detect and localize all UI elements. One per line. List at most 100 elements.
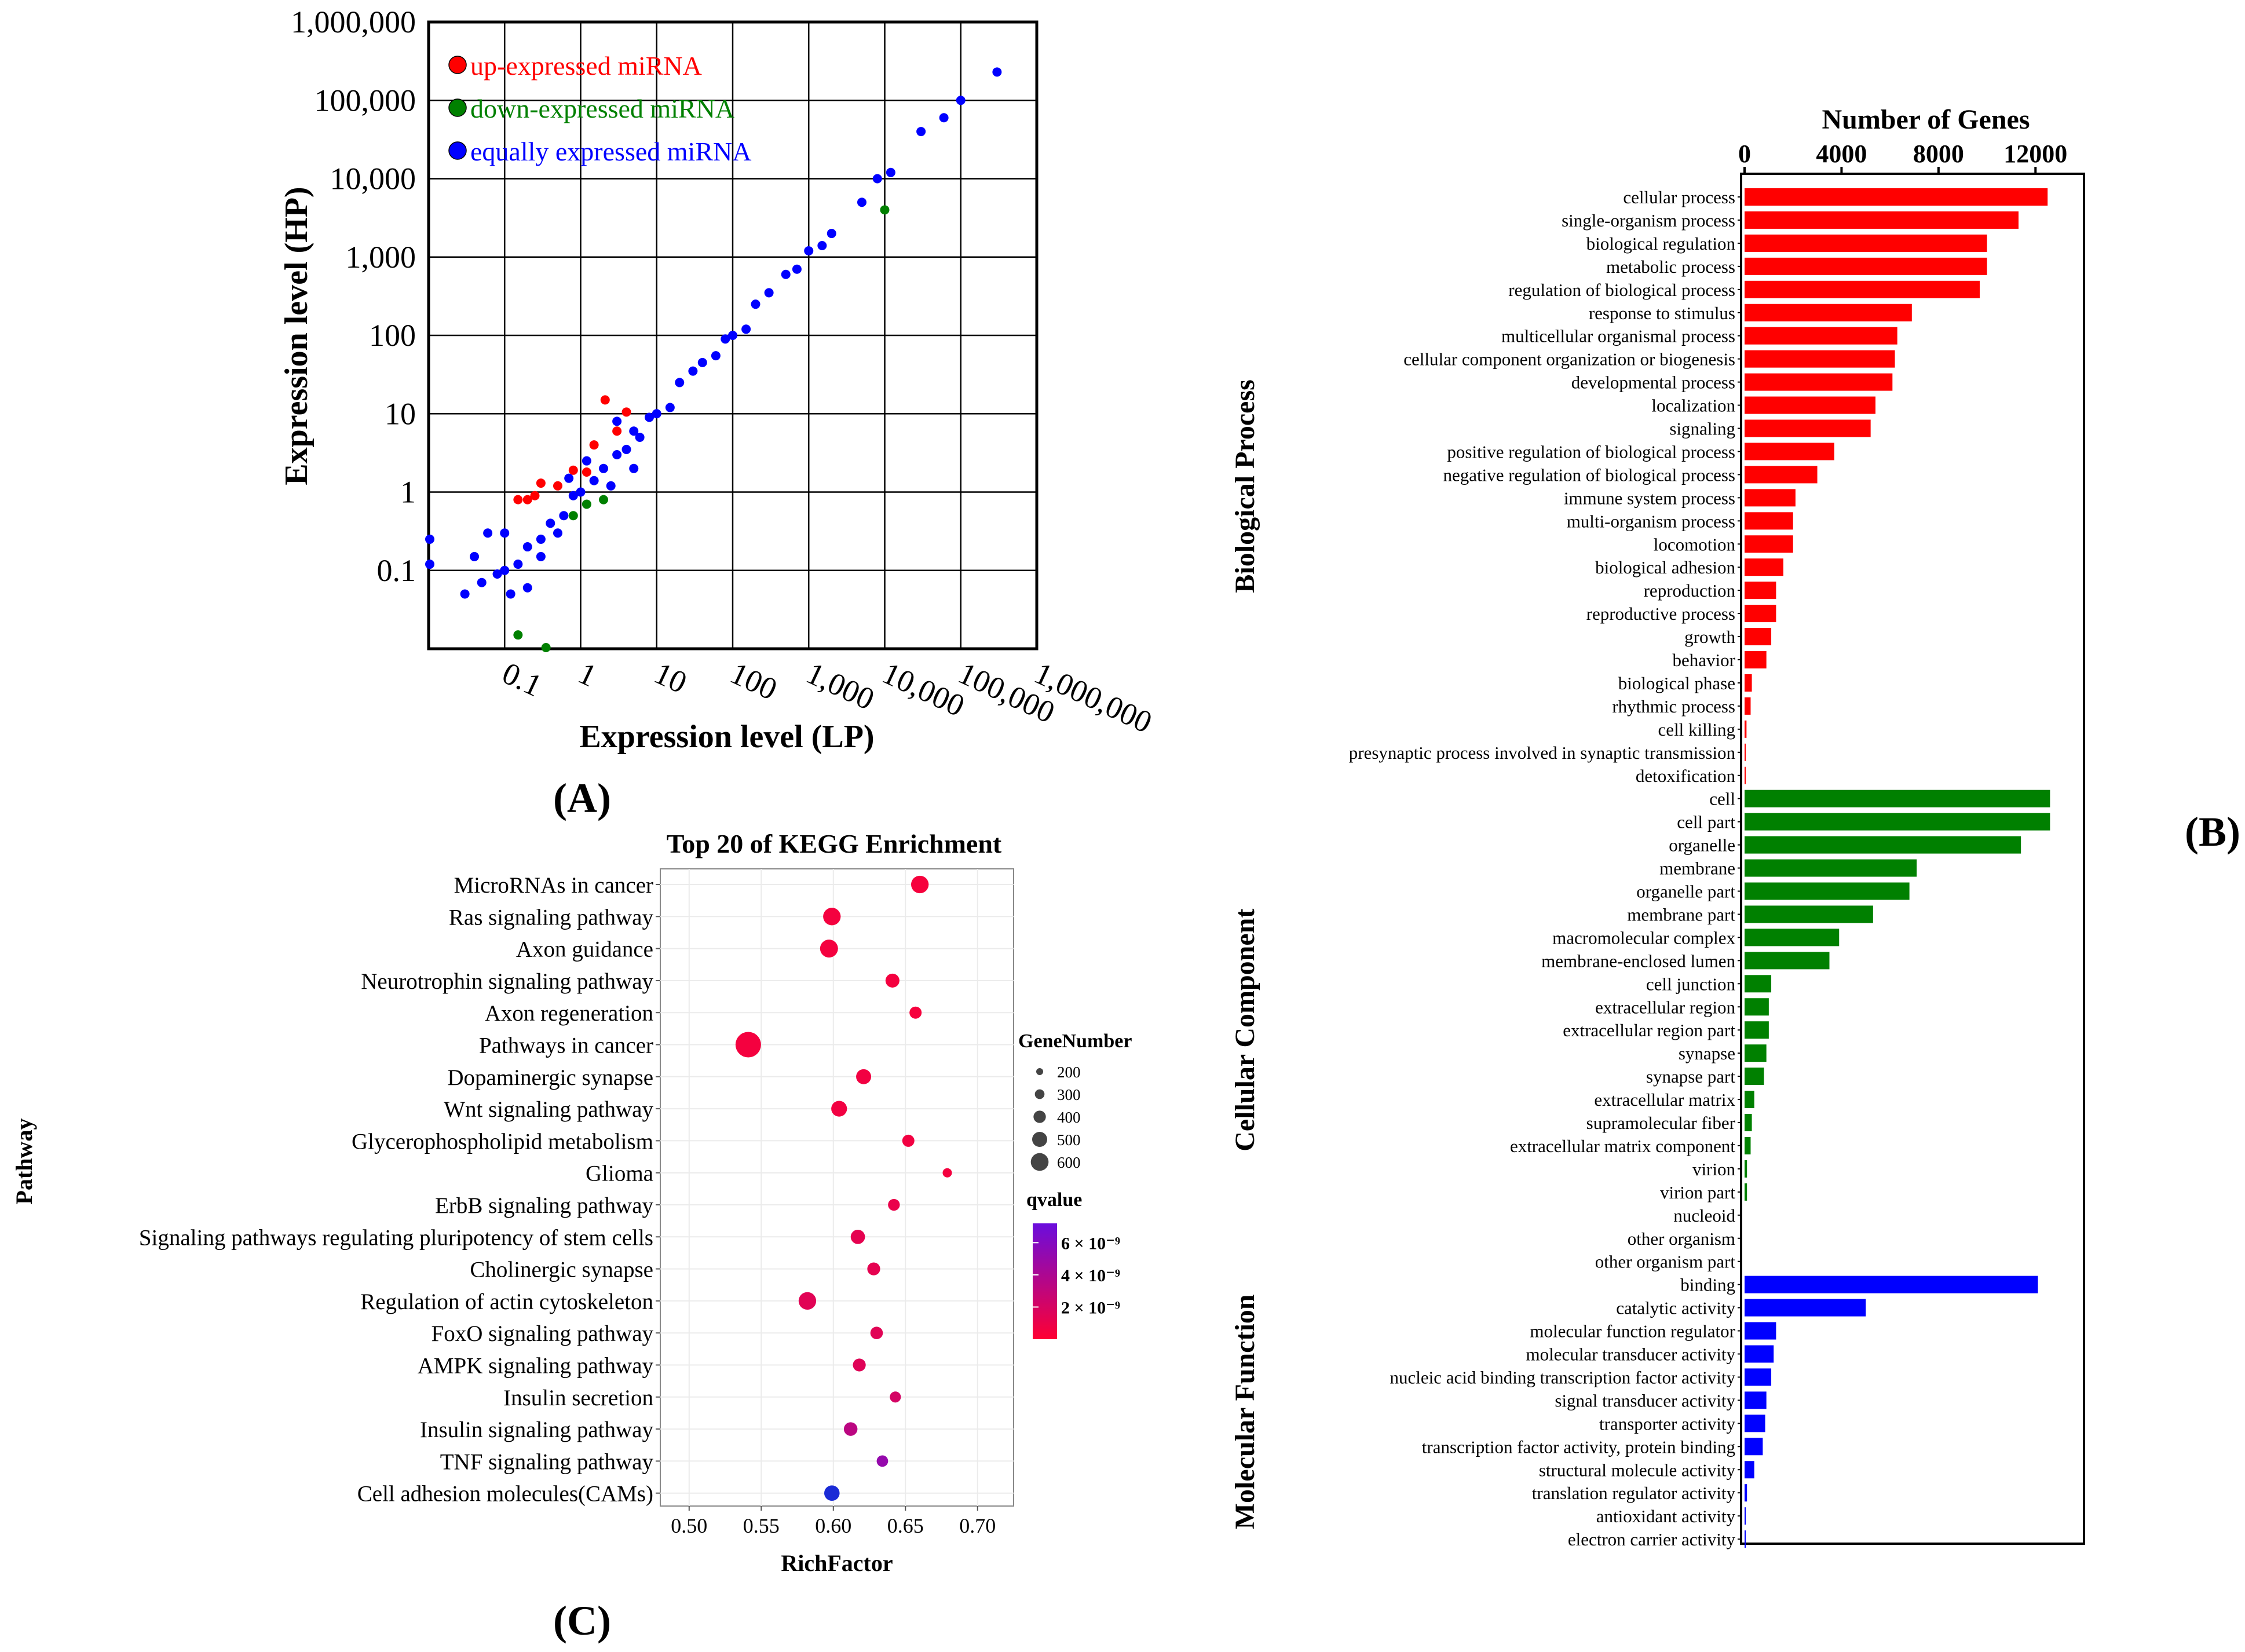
panel-a-point-up-expressed-mirna-5 <box>582 467 591 477</box>
panel-b-category-behavior: behavior <box>1673 650 1736 670</box>
panel-b-category-virion-part: virion part <box>1660 1182 1735 1203</box>
panel-c-point-tnf-signaling-pathway <box>876 1455 889 1467</box>
panel-c-point-pathways-in-cancer <box>735 1032 761 1058</box>
panel-c-point-ampk-signaling-pathway <box>853 1358 866 1372</box>
panel-c-point-signaling-pathways-regulating-pluripotency-of-stem-cells <box>850 1229 865 1244</box>
panel-b-bar-extracellular-matrix-component <box>1745 1136 1751 1154</box>
panel-b-category-regulation-of-biological-process: regulation of biological process <box>1508 280 1735 300</box>
panel-c-pathway-dopaminergic-synapse: Dopaminergic synapse <box>447 1065 653 1090</box>
panel-b-bar-antioxidant-activity <box>1745 1507 1746 1525</box>
panel-a-legend-label-down-expressed-mirna: down-expressed miRNA <box>470 94 734 123</box>
panel-b-bar-cell-junction <box>1745 975 1772 993</box>
panel-a-point-equally-expressed-mirna-11 <box>781 269 791 279</box>
panel-a-legend-marker-equally-expressed-mirna <box>448 141 467 160</box>
panel-b-x-tick-12000: 12000 <box>2003 140 2067 168</box>
panel-c-y-axis-label: Pathway <box>11 1119 37 1205</box>
panel-b-bar-biological-regulation <box>1745 234 1987 252</box>
panel-a-point-equally-expressed-mirna-18 <box>697 357 707 367</box>
panel-a-point-equally-expressed-mirna-42 <box>483 528 493 538</box>
panel-a-point-down-expressed-mirna-1 <box>582 499 591 509</box>
panel-a-point-equally-expressed-mirna-10 <box>792 264 802 274</box>
panel-c-pathway-cell-adhesion-molecules-cams: Cell adhesion molecules(CAMs) <box>357 1482 653 1507</box>
panel-a-point-equally-expressed-mirna-3 <box>916 127 926 137</box>
panel-b-bar-extracellular-matrix <box>1745 1091 1754 1109</box>
panel-a-y-tick-1-000-000: 1,000,000 <box>291 5 416 39</box>
panel-c-size-legend-label-500: 500 <box>1057 1131 1081 1149</box>
panel-a-x-tick-100: 100 <box>725 655 783 707</box>
panel-a-point-down-expressed-mirna-3 <box>568 511 578 521</box>
panel-a-legend-label-equally-expressed-mirna: equally expressed miRNA <box>470 137 751 166</box>
panel-c-pathway-labels: MicroRNAs in cancer Ras signaling pathway… <box>139 873 660 1507</box>
panel-a-y-tick-0-1: 0.1 <box>377 553 416 588</box>
panel-b-bar-growth <box>1745 628 1772 646</box>
panel-b-bar-negative-regulation-of-biological-process <box>1745 466 1818 484</box>
panel-b-bar-behavior <box>1745 651 1767 668</box>
panel-b-category-presynaptic-process-involved-in-synaptic-transmission: presynaptic process involved in synaptic… <box>1349 743 1736 763</box>
panel-b-bar-presynaptic-process-involved-in-synaptic-transmission <box>1745 743 1746 761</box>
panel-b-category-metabolic-process: metabolic process <box>1606 257 1735 277</box>
panel-c-pathway-foxo-signaling-pathway: FoxO signaling pathway <box>432 1321 654 1346</box>
panel-b-group-label-cellular-component: Cellular Component <box>1230 909 1260 1152</box>
panel-b-bar-immune-system-process <box>1745 489 1796 507</box>
panel-c-point-axon-regeneration <box>909 1006 922 1019</box>
panel-a-point-equally-expressed-mirna-23 <box>645 412 655 422</box>
panel-c-color-legend-title: qvalue <box>1026 1189 1082 1211</box>
panel-c-color-legend-label-2: 2 × 10⁻⁹ <box>1061 1298 1120 1317</box>
panel-c-pathway-ampk-signaling-pathway: AMPK signaling pathway <box>418 1354 654 1379</box>
panel-c-size-legend-label-400: 400 <box>1057 1109 1081 1126</box>
panel-b-bar-transcription-factor-activity-protein-binding <box>1745 1438 1763 1456</box>
panel-b-bar-synapse-part <box>1745 1068 1764 1086</box>
panel-a-point-up-expressed-mirna-9 <box>612 426 622 436</box>
panel-b-category-organelle-part: organelle part <box>1636 882 1735 902</box>
panel-a-y-tick-10-000: 10,000 <box>330 162 416 196</box>
panel-b-bar-positive-regulation-of-biological-process <box>1745 443 1834 460</box>
panel-a-point-equally-expressed-mirna-54 <box>425 534 434 544</box>
panel-c-pathway-insulin-signaling-pathway: Insulin signaling pathway <box>420 1417 653 1442</box>
panel-c-x-tick-0.70: 0.70 <box>959 1514 996 1537</box>
panel-a-point-equally-expressed-mirna-48 <box>564 473 574 483</box>
panel-b-category-locomotion: locomotion <box>1654 534 1736 554</box>
panel-b-bar-signaling <box>1745 419 1871 437</box>
panel-a-point-up-expressed-mirna-2 <box>536 478 546 488</box>
panel-a-y-tick-labels: 0.1 1 10 100 1,000 10,000 100,000 1,000,000 <box>291 5 416 588</box>
panel-b-x-tick-0: 0 <box>1738 140 1751 168</box>
panel-b-category-response-to-stimulus: response to stimulus <box>1589 303 1735 323</box>
panel-c-point-foxo-signaling-pathway <box>870 1326 883 1339</box>
panel-b-category-reproduction: reproduction <box>1644 580 1736 601</box>
panel-b-category-nucleoid: nucleoid <box>1673 1205 1735 1226</box>
panel-b-bar-regulation-of-biological-process <box>1745 280 1980 298</box>
panel-a-points <box>425 67 1002 652</box>
panel-a-point-up-expressed-mirna-1 <box>522 495 532 505</box>
panel-b-category-synapse-part: synapse part <box>1646 1066 1735 1087</box>
panel-c-point-neurotrophin-signaling-pathway <box>885 973 900 988</box>
panel-b-bar-translation-regulator-activity <box>1745 1484 1747 1502</box>
panel-c-size-legend-title: GeneNumber <box>1018 1030 1132 1052</box>
panel-a-point-equally-expressed-mirna-36 <box>513 560 523 569</box>
panel-a-point-equally-expressed-mirna-44 <box>522 583 532 593</box>
panel-b-group-label-molecular-function: Molecular Function <box>1230 1295 1260 1530</box>
panel-b-category-multi-organism-process: multi-organism process <box>1567 511 1735 531</box>
panel-a-point-equally-expressed-mirna-25 <box>629 426 639 436</box>
panel-b-category-detoxification: detoxification <box>1636 766 1736 786</box>
panel-b-category-localization: localization <box>1651 396 1735 416</box>
panel-a-point-equally-expressed-mirna-28 <box>599 463 609 473</box>
panel-a-point-equally-expressed-mirna-49 <box>606 481 616 491</box>
panel-b-category-single-organism-process: single-organism process <box>1562 210 1735 231</box>
panel-b-plot-frame <box>1740 173 2085 1545</box>
panel-a-point-equally-expressed-mirna-51 <box>629 463 639 473</box>
panel-b-bar-developmental-process <box>1745 373 1893 391</box>
panel-c-pathway-ras-signaling-pathway: Ras signaling pathway <box>449 905 654 930</box>
panel-b-bar-biological-adhesion <box>1745 558 1783 576</box>
panel-a-point-equally-expressed-mirna-15 <box>728 331 737 340</box>
panel-b-bar-signal-transducer-activity <box>1745 1391 1767 1409</box>
panel-b-bar-cell-killing <box>1745 720 1747 738</box>
panel-a-point-equally-expressed-mirna-1 <box>956 96 966 105</box>
panel-a-point-down-expressed-mirna-0 <box>880 205 890 215</box>
panel-a-point-down-expressed-mirna-2 <box>599 495 609 505</box>
panel-a-point-equally-expressed-mirna-5 <box>872 174 882 184</box>
panel-b-category-cell-part: cell part <box>1677 812 1735 832</box>
panel-c-kegg-bubble-chart: Top 20 of KEGG Enrichment MicroRNAs in c… <box>11 829 1132 1644</box>
panel-a-point-equally-expressed-mirna-0 <box>992 67 1002 77</box>
panel-b-x-tick-8000: 8000 <box>1913 140 1964 168</box>
